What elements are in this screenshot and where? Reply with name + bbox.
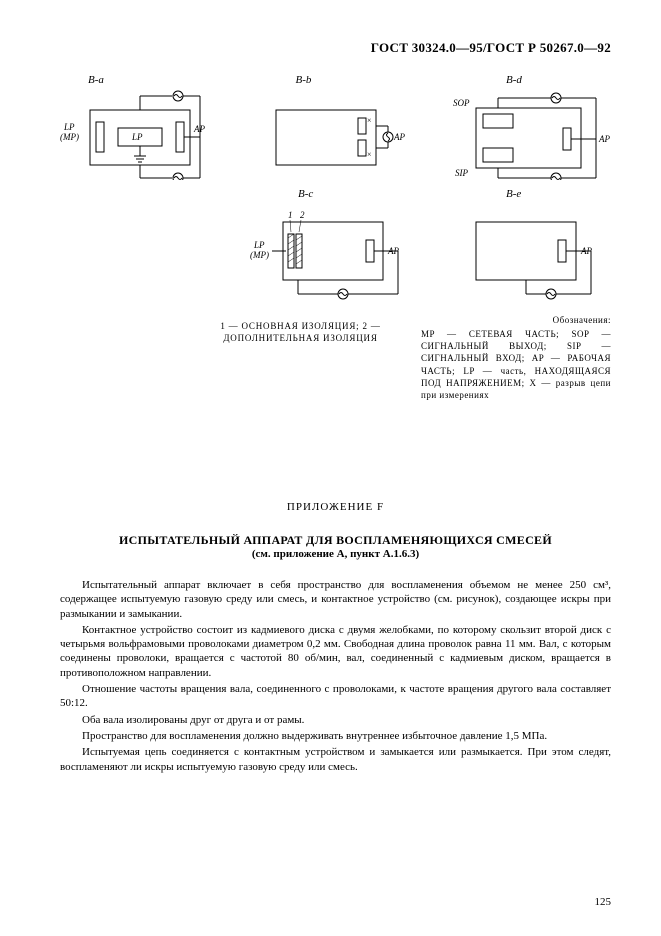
para-6: Испытуемая цепь соединяется с контактным…: [60, 745, 611, 774]
diagram-e-label: B-e: [506, 188, 521, 200]
diagram-b-svg: × × AP: [256, 90, 406, 180]
diagram-c-svg: 1 2 LP (MP) AP: [248, 204, 413, 304]
insulation-footnote: 1 — ОСНОВНАЯ ИЗОЛЯЦИЯ; 2 — ДОПОЛНИТЕЛЬНА…: [211, 320, 391, 401]
diagram-a: B-a: [60, 74, 210, 180]
document-title: ИСПЫТАТЕЛЬНЫЙ АППАРАТ ДЛЯ ВОСПЛАМЕНЯЮЩИХ…: [60, 533, 611, 548]
svg-text:(MP): (MP): [250, 250, 269, 260]
appendix-label: ПРИЛОЖЕНИЕ F: [60, 501, 611, 513]
legend-body: MP — СЕТЕВАЯ ЧАСТЬ; SOP — СИГНАЛЬНЫЙ ВЫХ…: [421, 328, 611, 401]
diagram-d: B-d: [451, 74, 611, 180]
para-2: Контактное устройство состоит из кадмиев…: [60, 623, 611, 680]
para-3: Отношение частоты вращения вала, соедине…: [60, 682, 611, 711]
diag-a-lp-label: LP: [63, 122, 75, 132]
legend-header: Обозначения:: [421, 314, 611, 326]
svg-text:LP: LP: [253, 240, 265, 250]
para-5: Пространство для воспламенения должно вы…: [60, 729, 611, 743]
svg-text:×: ×: [367, 150, 372, 159]
diagram-a-label: B-a: [88, 74, 104, 86]
svg-text:AP: AP: [393, 132, 405, 142]
svg-text:SOP: SOP: [453, 98, 470, 108]
diagram-e-svg: AP: [451, 204, 611, 304]
svg-text:LP: LP: [131, 132, 143, 142]
document-subtitle: (см. приложение А, пункт А.1.6.3): [60, 548, 611, 560]
diagram-d-label: B-d: [506, 74, 522, 86]
svg-text:AP: AP: [193, 124, 205, 134]
svg-text:2: 2: [300, 210, 305, 220]
document-header: ГОСТ 30324.0—95/ГОСТ Р 50267.0—92: [60, 40, 611, 56]
diagram-b: B-b × × AP: [256, 74, 406, 180]
svg-text:1: 1: [288, 210, 293, 220]
diag-a-mp-label: (MP): [60, 132, 79, 142]
diagram-row-top: B-a: [60, 74, 611, 180]
svg-text:AP: AP: [598, 134, 610, 144]
page-number: 125: [595, 896, 612, 908]
diagram-b-label: B-b: [296, 74, 312, 86]
diagram-e: B-e AP: [451, 188, 611, 304]
para-1: Испытательный аппарат включает в себя пр…: [60, 578, 611, 621]
diagram-a-svg: LP (MP) LP AP: [60, 90, 210, 180]
svg-text:×: ×: [367, 116, 372, 125]
body-text: Испытательный аппарат включает в себя пр…: [60, 578, 611, 774]
footnote1-line1: 1 — ОСНОВНАЯ ИЗОЛЯЦИЯ; 2 —: [220, 321, 380, 331]
legend-block: Обозначения: MP — СЕТЕВАЯ ЧАСТЬ; SOP — С…: [421, 314, 611, 401]
diagram-d-svg: SOP SIP AP: [451, 90, 611, 180]
diagram-captions: 1 — ОСНОВНАЯ ИЗОЛЯЦИЯ; 2 — ДОПОЛНИТЕЛЬНА…: [60, 314, 611, 401]
diagram-c-label: B-c: [298, 188, 313, 200]
diagram-c: B-c 1 2: [248, 188, 413, 304]
footnote1-line2: ДОПОЛНИТЕЛЬНАЯ ИЗОЛЯЦИЯ: [223, 333, 377, 343]
diagram-row-bottom: B-c 1 2: [60, 188, 611, 304]
svg-text:SIP: SIP: [455, 168, 468, 178]
para-4: Оба вала изолированы друг от друга и от …: [60, 713, 611, 727]
